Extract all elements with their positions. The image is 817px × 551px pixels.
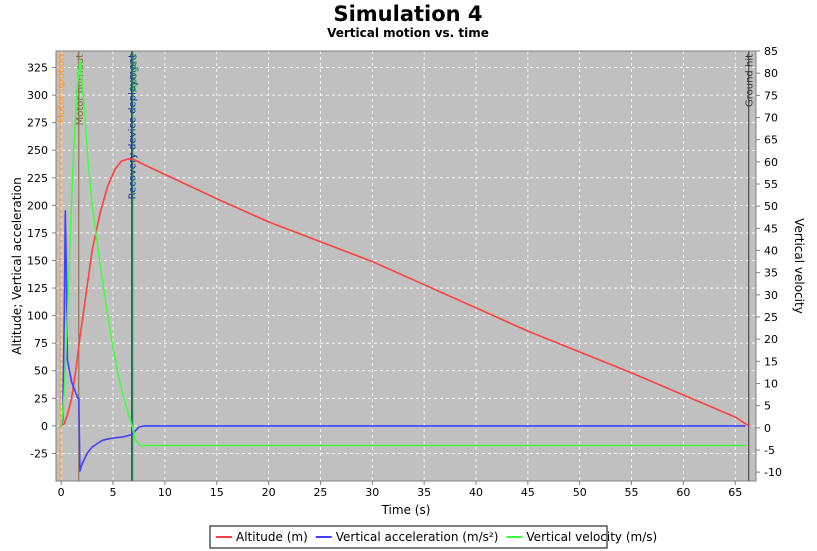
y-right-tick-label: 25 xyxy=(764,311,778,324)
chart-subtitle: Vertical motion vs. time xyxy=(327,26,489,40)
x-tick-label: 0 xyxy=(58,486,65,499)
y-right-tick-label: 30 xyxy=(764,289,778,302)
x-tick-label: 15 xyxy=(210,486,224,499)
y-right-tick-label: 45 xyxy=(764,222,778,235)
y-left-tick-label: 225 xyxy=(27,172,48,185)
y-left-tick-label: 325 xyxy=(27,62,48,75)
y-left-tick-label: -25 xyxy=(30,447,48,460)
y-right-tick-label: 40 xyxy=(764,244,778,257)
y-left-tick-label: 275 xyxy=(27,117,48,130)
series-layer xyxy=(60,59,750,472)
y-right-tick-label: -5 xyxy=(764,444,775,457)
x-tick-label: 55 xyxy=(625,486,639,499)
plot-frame xyxy=(55,50,757,482)
y-left-tick-label: 75 xyxy=(34,337,48,350)
legend-label: Vertical acceleration (m/s²) xyxy=(336,530,499,544)
event-label: Motor ignition xyxy=(56,54,67,123)
x-axis-title: Time (s) xyxy=(381,503,431,517)
y-left-tick-label: 150 xyxy=(27,254,48,267)
legend: Altitude (m) Vertical acceleration (m/s²)… xyxy=(209,525,657,549)
series-line-0 xyxy=(60,158,750,427)
x-tick-label: 50 xyxy=(573,486,587,499)
y-right-tick-label: 65 xyxy=(764,134,778,147)
y-left-tick-label: 250 xyxy=(27,144,48,157)
y-right-tick-label: 55 xyxy=(764,178,778,191)
y-right-tick-label: 10 xyxy=(764,377,778,390)
y-left-tick-label: 200 xyxy=(27,199,48,212)
y-right-axis-title: Vertical velocity xyxy=(792,218,806,314)
x-tick-label: 20 xyxy=(262,486,276,499)
y-right-tick-label: -10 xyxy=(764,466,782,479)
y-right-tick-label: 35 xyxy=(764,267,778,280)
plot-area xyxy=(56,51,756,481)
y-left-tick-label: 0 xyxy=(41,420,48,433)
event-label: Motor burnout xyxy=(75,54,86,125)
y-right-tick-label: 0 xyxy=(764,422,771,435)
y-left-tick-label: 25 xyxy=(34,392,48,405)
x-tick-label: 45 xyxy=(521,486,535,499)
event-label: Apogee xyxy=(129,54,140,92)
y-right-tick-label: 75 xyxy=(764,89,778,102)
x-tick-label: 10 xyxy=(158,486,172,499)
x-tick-label: 25 xyxy=(313,486,327,499)
y-right-tick-label: 80 xyxy=(764,67,778,80)
y-right-tick-label: 85 xyxy=(764,45,778,58)
y-right-tick-label: 5 xyxy=(764,400,771,413)
y-right-tick-label: 50 xyxy=(764,200,778,213)
y-right-tick-label: 20 xyxy=(764,333,778,346)
y-left-tick-label: 175 xyxy=(27,227,48,240)
chart-title: Simulation 4 xyxy=(333,2,482,26)
event-label: Ground hit xyxy=(745,54,756,107)
series-line-2 xyxy=(60,59,746,447)
y-right-tick-label: 60 xyxy=(764,156,778,169)
y-left-axis-title: Altitude; Vertical acceleration xyxy=(10,177,24,354)
x-tick-label: 30 xyxy=(365,486,379,499)
x-tick-label: 5 xyxy=(110,486,117,499)
legend-label: Vertical velocity (m/s) xyxy=(526,530,657,544)
axes: 0 5 10 15 20 25 30 35 40 45 50 55 60 65-2502550751001… xyxy=(27,45,782,499)
legend-label: Altitude (m) xyxy=(236,530,308,544)
x-tick-label: 65 xyxy=(728,486,742,499)
y-left-tick-label: 100 xyxy=(27,310,48,323)
x-tick-label: 40 xyxy=(469,486,483,499)
y-left-tick-label: 50 xyxy=(34,365,48,378)
x-tick-label: 60 xyxy=(676,486,690,499)
y-right-tick-label: 70 xyxy=(764,111,778,124)
y-right-tick-label: 15 xyxy=(764,355,778,368)
x-tick-label: 35 xyxy=(417,486,431,499)
legend-box xyxy=(209,525,608,549)
y-left-tick-label: 300 xyxy=(27,89,48,102)
y-left-tick-label: 125 xyxy=(27,282,48,295)
